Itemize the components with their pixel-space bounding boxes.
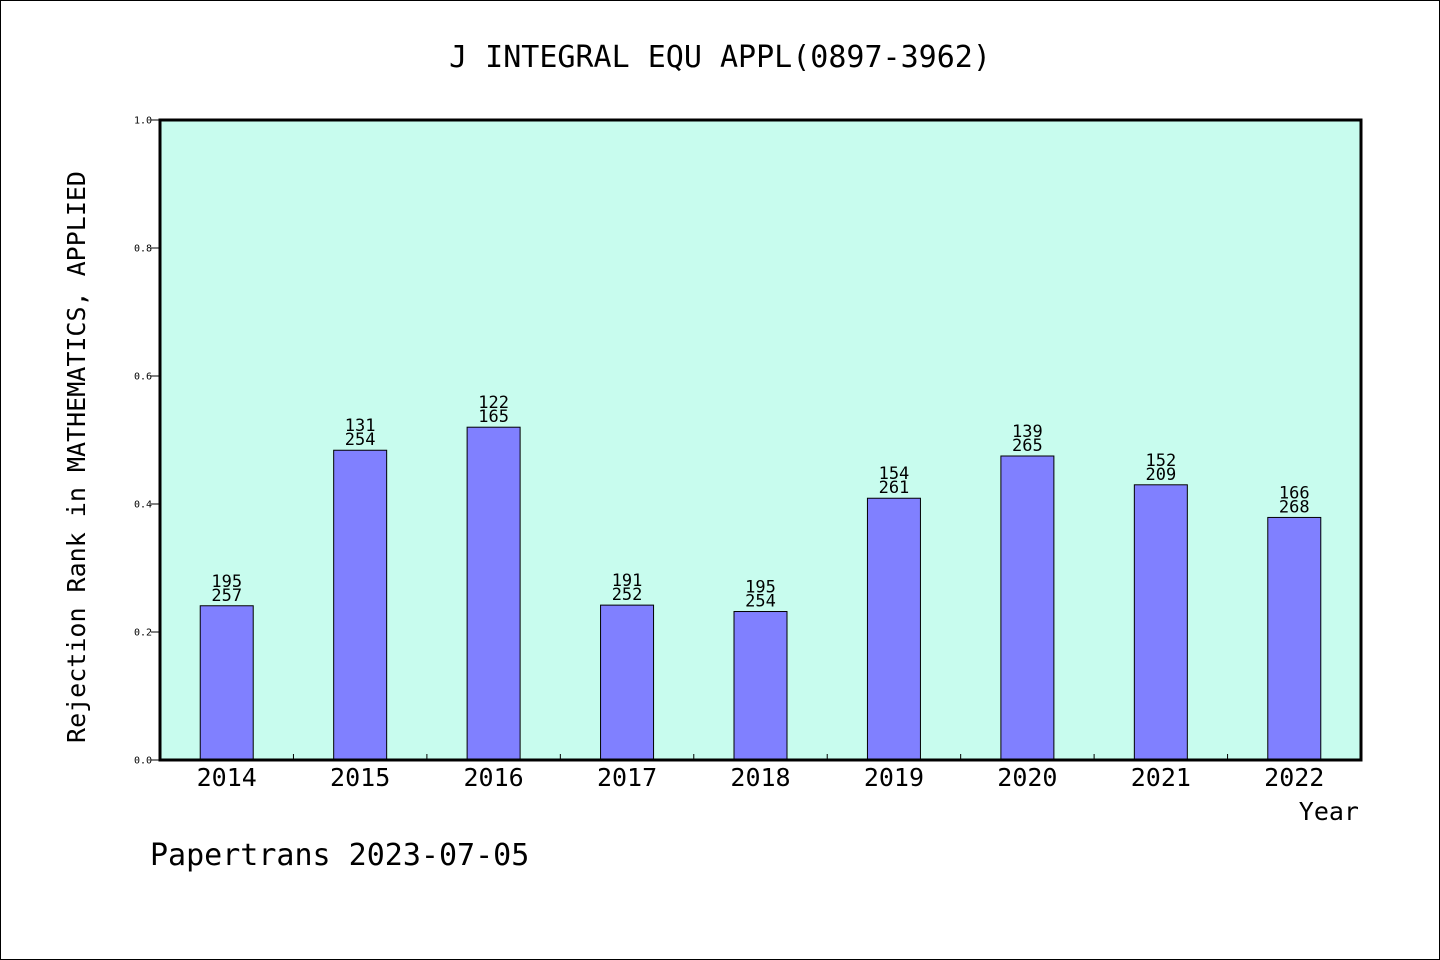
plot-frame [158,118,1363,762]
x-tick-label: 2017 [597,763,657,792]
bar-2020 [1000,455,1055,761]
bar-2017 [600,604,655,761]
x-tick-label: 2019 [864,763,924,792]
bar-2018 [733,611,788,761]
bar-label-top: 139 [1012,422,1043,442]
x-axis-label: Year [1299,797,1359,826]
x-axis-ticks: 2014 2015 2016 2017 2018 2019 2020 2021 2022 [197,754,1324,792]
footer-credit: Papertrans 2023-07-05 [150,838,529,873]
x-tick-label: 2016 [464,763,524,792]
bar-label-top: 166 [1279,483,1310,503]
bars-group [199,426,1322,761]
y-axis-ticks: 0.0 0.2 0.4 0.6 0.8 1.0 [134,116,160,767]
bar-2016 [466,426,521,761]
y-axis-label: Rejection Rank in MATHEMATICS, APPLIED [62,171,91,743]
bar-label-bottom: 252 [612,585,643,605]
bar-2022 [1267,516,1322,761]
bar-2021 [1133,484,1188,761]
bar-label-bottom: 261 [879,478,910,498]
bar-label-bottom: 257 [211,586,242,606]
bar-label-bottom: 265 [1012,436,1043,456]
x-tick-label: 2018 [730,763,790,792]
y-tick-label: 0.0 [134,756,152,767]
bar-label-bottom: 254 [745,592,776,612]
x-tick-label: 2015 [330,763,390,792]
bar-label-top: 122 [478,393,509,413]
bar-label-top: 152 [1145,451,1176,471]
bar-label-bottom: 268 [1279,497,1310,517]
chart-title: J INTEGRAL EQU APPL(0897-3962) [449,40,991,75]
bar-label-top: 195 [211,572,242,592]
bar-label-top: 191 [612,571,643,591]
x-tick-label: 2022 [1264,763,1324,792]
bar-label-top: 131 [345,416,376,436]
y-tick-label: 0.4 [134,500,152,511]
bar-2015 [333,449,388,761]
y-tick-label: 0.8 [134,244,152,255]
y-tick-label: 1.0 [134,116,152,127]
x-tick-label: 2021 [1131,763,1191,792]
bar-label-bottom: 209 [1145,465,1176,485]
bar-label-bottom: 165 [478,407,509,427]
x-tick-label: 2020 [997,763,1057,792]
bar-label-top: 195 [745,578,776,598]
bar-2014 [199,605,254,761]
bar-label-bottom: 254 [345,430,376,450]
bar-label-top: 154 [879,464,910,484]
x-tick-label: 2014 [197,763,257,792]
y-tick-label: 0.2 [134,628,152,639]
bar-2019 [866,497,921,761]
y-tick-label: 0.6 [134,372,152,383]
